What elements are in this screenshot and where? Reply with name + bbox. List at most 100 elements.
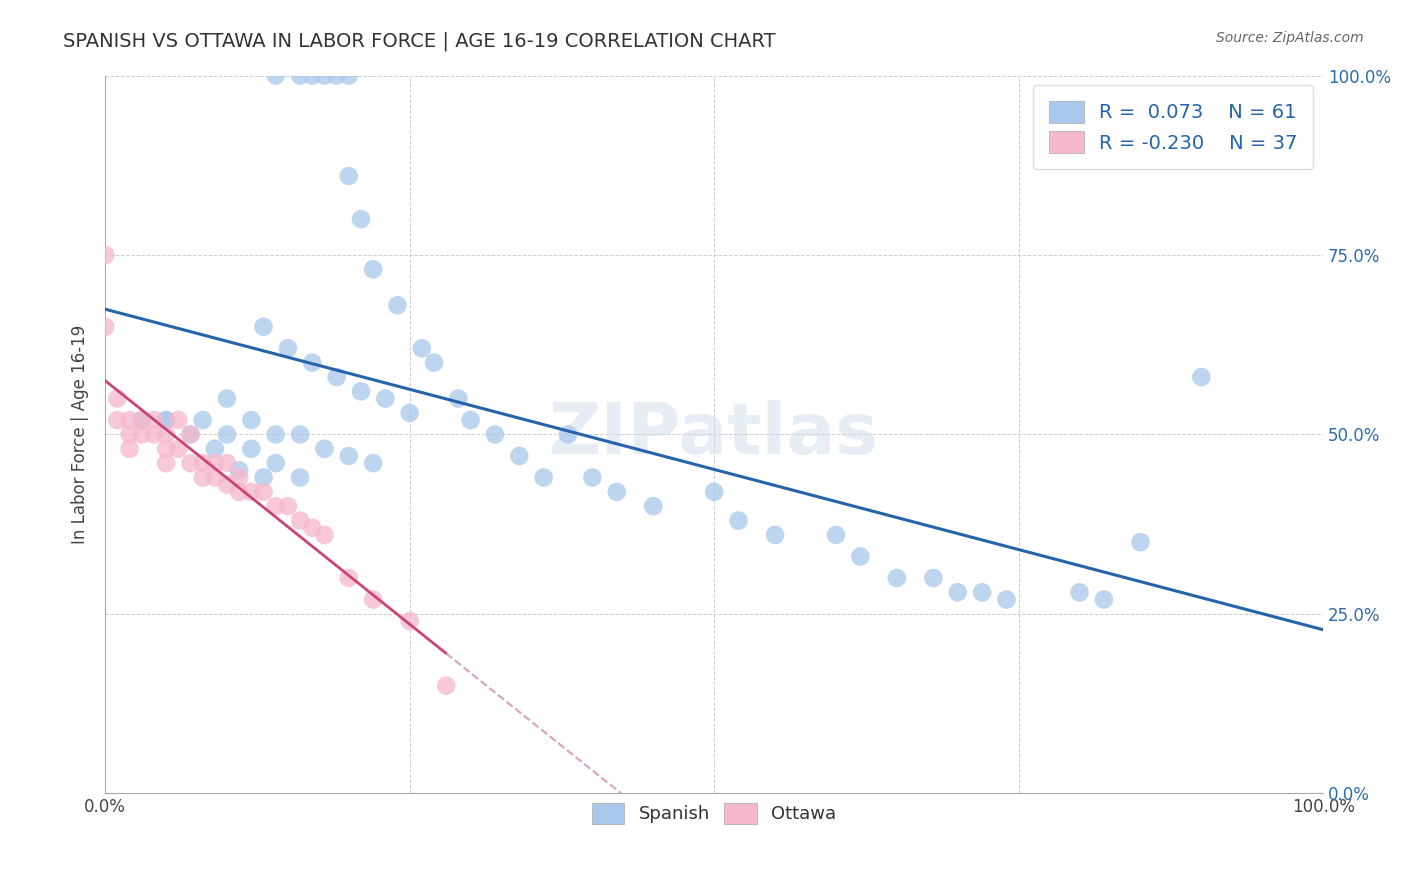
- Point: [155, 442, 177, 456]
- Point: [228, 463, 250, 477]
- Point: [325, 69, 347, 83]
- Point: [94, 248, 117, 262]
- Point: [703, 484, 725, 499]
- Point: [484, 427, 506, 442]
- Point: [508, 449, 530, 463]
- Point: [946, 585, 969, 599]
- Point: [581, 470, 603, 484]
- Point: [1092, 592, 1115, 607]
- Point: [849, 549, 872, 564]
- Point: [288, 470, 311, 484]
- Point: [167, 413, 190, 427]
- Point: [191, 413, 214, 427]
- Point: [337, 69, 360, 83]
- Point: [643, 500, 665, 514]
- Point: [264, 500, 287, 514]
- Point: [131, 427, 153, 442]
- Point: [423, 356, 446, 370]
- Point: [155, 427, 177, 442]
- Point: [277, 341, 299, 355]
- Point: [118, 427, 141, 442]
- Point: [264, 427, 287, 442]
- Point: [215, 456, 238, 470]
- Point: [398, 406, 420, 420]
- Point: [179, 456, 201, 470]
- Point: [557, 427, 579, 442]
- Point: [825, 528, 848, 542]
- Point: [337, 169, 360, 183]
- Point: [179, 427, 201, 442]
- Point: [105, 392, 128, 406]
- Point: [350, 212, 373, 227]
- Point: [215, 477, 238, 491]
- Point: [606, 484, 628, 499]
- Point: [105, 413, 128, 427]
- Point: [118, 442, 141, 456]
- Point: [314, 442, 336, 456]
- Point: [179, 427, 201, 442]
- Point: [142, 413, 165, 427]
- Point: [94, 319, 117, 334]
- Point: [337, 449, 360, 463]
- Point: [314, 528, 336, 542]
- Point: [191, 470, 214, 484]
- Point: [460, 413, 482, 427]
- Point: [252, 470, 274, 484]
- Point: [350, 384, 373, 399]
- Point: [1129, 535, 1152, 549]
- Point: [215, 392, 238, 406]
- Point: [240, 442, 263, 456]
- Point: [288, 514, 311, 528]
- Point: [374, 392, 396, 406]
- Point: [1069, 585, 1091, 599]
- Point: [922, 571, 945, 585]
- Point: [204, 456, 226, 470]
- Point: [411, 341, 433, 355]
- Text: ZIPatlas: ZIPatlas: [550, 400, 879, 469]
- Point: [447, 392, 470, 406]
- Point: [288, 427, 311, 442]
- Point: [142, 427, 165, 442]
- Point: [191, 456, 214, 470]
- Point: [252, 319, 274, 334]
- Point: [387, 298, 409, 312]
- Point: [204, 470, 226, 484]
- Point: [361, 592, 384, 607]
- Point: [398, 614, 420, 628]
- Point: [763, 528, 786, 542]
- Point: [131, 413, 153, 427]
- Point: [361, 456, 384, 470]
- Point: [264, 456, 287, 470]
- Text: Source: ZipAtlas.com: Source: ZipAtlas.com: [1216, 31, 1364, 45]
- Point: [252, 484, 274, 499]
- Y-axis label: In Labor Force | Age 16-19: In Labor Force | Age 16-19: [72, 325, 89, 544]
- Point: [533, 470, 555, 484]
- Point: [155, 413, 177, 427]
- Point: [118, 413, 141, 427]
- Point: [228, 484, 250, 499]
- Point: [301, 69, 323, 83]
- Point: [228, 470, 250, 484]
- Point: [264, 69, 287, 83]
- Point: [215, 427, 238, 442]
- Point: [727, 514, 749, 528]
- Point: [301, 521, 323, 535]
- Point: [972, 585, 994, 599]
- Point: [167, 442, 190, 456]
- Point: [434, 679, 457, 693]
- Point: [1189, 370, 1212, 384]
- Point: [995, 592, 1018, 607]
- Text: SPANISH VS OTTAWA IN LABOR FORCE | AGE 16-19 CORRELATION CHART: SPANISH VS OTTAWA IN LABOR FORCE | AGE 1…: [63, 31, 776, 51]
- Point: [240, 484, 263, 499]
- Point: [325, 370, 347, 384]
- Legend: Spanish, Ottawa: Spanish, Ottawa: [581, 792, 848, 835]
- Point: [361, 262, 384, 277]
- Point: [240, 413, 263, 427]
- Point: [277, 500, 299, 514]
- Point: [131, 413, 153, 427]
- Point: [288, 69, 311, 83]
- Point: [314, 69, 336, 83]
- Point: [337, 571, 360, 585]
- Point: [155, 413, 177, 427]
- Point: [155, 456, 177, 470]
